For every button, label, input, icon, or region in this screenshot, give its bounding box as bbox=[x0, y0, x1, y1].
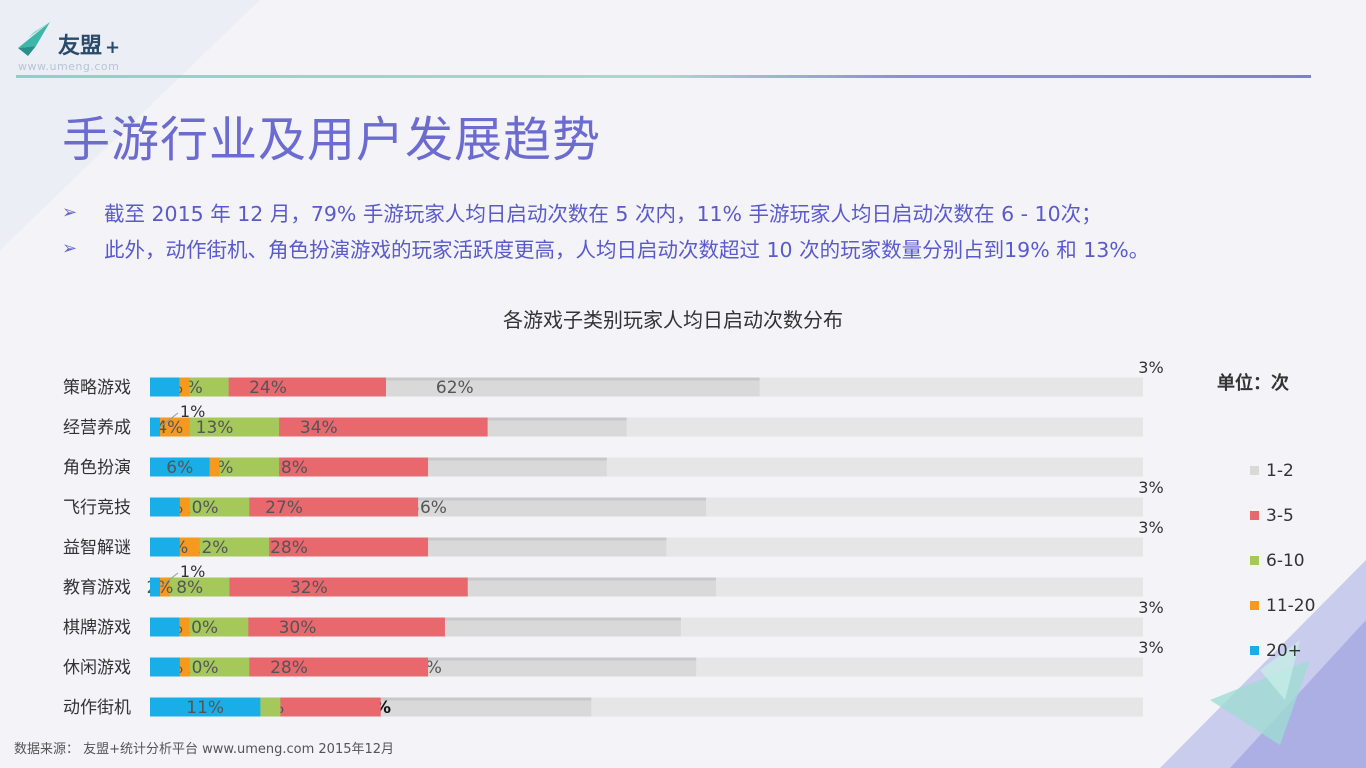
data-label: 62% bbox=[436, 378, 474, 398]
data-label: 56% bbox=[409, 498, 447, 518]
data-label: 11% bbox=[186, 698, 224, 718]
category-label: 角色扮演 bbox=[63, 458, 131, 478]
bar-segment bbox=[150, 697, 261, 717]
data-label-leader bbox=[159, 572, 179, 588]
legend-swatch bbox=[1250, 556, 1259, 565]
data-label: 10% bbox=[181, 658, 219, 678]
category-label: 经营养成 bbox=[63, 418, 131, 438]
data-label: 24% bbox=[249, 378, 287, 398]
data-label: 28% bbox=[270, 458, 308, 478]
legend-label: 3-5 bbox=[1266, 505, 1294, 526]
data-label: 3% bbox=[1138, 518, 1163, 537]
data-label: 34% bbox=[300, 418, 338, 438]
bullet-arrow-icon: ➢ bbox=[62, 201, 78, 223]
data-label: 3% bbox=[1138, 478, 1163, 497]
bar-segment bbox=[150, 537, 180, 557]
data-label: 10% bbox=[181, 498, 219, 518]
data-label: 12% bbox=[191, 538, 229, 558]
category-label: 教育游戏 bbox=[63, 578, 131, 598]
data-label: 3% bbox=[1138, 598, 1163, 617]
data-label: 3% bbox=[1138, 638, 1163, 657]
data-label: 13% bbox=[196, 418, 234, 438]
bar-segment-highlight bbox=[150, 377, 760, 381]
data-label: 10% bbox=[180, 618, 218, 638]
bar-segment bbox=[150, 577, 160, 597]
legend-label: 1-2 bbox=[1266, 460, 1294, 481]
data-label: 1% bbox=[180, 402, 205, 421]
legend-label: 6-10 bbox=[1266, 550, 1305, 571]
data-label: 6% bbox=[166, 458, 193, 478]
legend-item: 3-5 bbox=[1250, 493, 1315, 538]
data-label: 27% bbox=[265, 498, 303, 518]
data-label: 28% bbox=[270, 658, 308, 678]
data-label: 1% bbox=[180, 562, 205, 581]
source-note: 数据来源： 友盟+统计分析平台 www.umeng.com 2015年12月 bbox=[14, 742, 395, 757]
data-label: 28% bbox=[270, 538, 308, 558]
category-label: 策略游戏 bbox=[63, 378, 131, 398]
legend-item: 20+ bbox=[1250, 628, 1315, 673]
bullet-item: ➢ 截至 2015 年 12 月，79% 手游玩家人均日启动次数在 5 次内，1… bbox=[62, 194, 1149, 230]
header-divider bbox=[16, 75, 1311, 78]
legend-swatch bbox=[1250, 511, 1259, 520]
unit-label: 单位：次 bbox=[1217, 373, 1289, 394]
bullet-text: 此外，动作街机、角色扮演游戏的玩家活跃度更高，人均日启动次数超过 10 次的玩家… bbox=[104, 238, 1150, 262]
legend-swatch bbox=[1250, 646, 1259, 655]
category-label: 益智解谜 bbox=[63, 538, 131, 558]
bar-segment bbox=[150, 617, 180, 637]
chart-legend: 1-2 3-5 6-10 11-20 20+ bbox=[1250, 448, 1315, 673]
category-label: 棋牌游戏 bbox=[63, 618, 131, 638]
stacked-bar-chart: 策略游戏62%24%8%4%3%经营养成48%34%13%4%1%角色扮演46%… bbox=[63, 360, 1164, 718]
bar-segment bbox=[150, 417, 160, 437]
page-title: 手游行业及用户发展趋势 bbox=[62, 112, 602, 168]
logo-bird-icon bbox=[18, 22, 50, 56]
bar-segment bbox=[150, 497, 180, 517]
legend-label: 20+ bbox=[1266, 640, 1302, 661]
bar-segment bbox=[150, 457, 210, 477]
category-label: 飞行竞技 bbox=[63, 498, 131, 518]
data-label-leader bbox=[159, 412, 179, 428]
data-label: 8% bbox=[176, 578, 203, 598]
legend-swatch bbox=[1250, 601, 1259, 610]
legend-swatch bbox=[1250, 466, 1259, 475]
bar-segment-highlight bbox=[150, 497, 707, 501]
bar-segment bbox=[150, 377, 180, 397]
data-label: 32% bbox=[290, 578, 328, 598]
legend-item: 11-20 bbox=[1250, 583, 1315, 628]
category-label: 休闲游戏 bbox=[63, 658, 131, 678]
legend-item: 1-2 bbox=[1250, 448, 1315, 493]
data-label: 3% bbox=[1138, 360, 1163, 377]
logo-url: www.umeng.com bbox=[18, 60, 120, 73]
legend-label: 11-20 bbox=[1266, 595, 1316, 616]
legend-item: 6-10 bbox=[1250, 538, 1315, 583]
logo-plus: + bbox=[105, 37, 121, 58]
chart-title: 各游戏子类别玩家人均日启动次数分布 bbox=[503, 308, 843, 332]
bullet-item: ➢ 此外，动作街机、角色扮演游戏的玩家活跃度更高，人均日启动次数超过 10 次的… bbox=[62, 230, 1149, 266]
category-label: 动作街机 bbox=[63, 698, 131, 718]
bullet-list: ➢ 截至 2015 年 12 月，79% 手游玩家人均日启动次数在 5 次内，1… bbox=[62, 194, 1149, 266]
bar-segment bbox=[150, 657, 180, 677]
bullet-text: 截至 2015 年 12 月，79% 手游玩家人均日启动次数在 5 次内，11%… bbox=[104, 202, 1102, 226]
bullet-arrow-icon: ➢ bbox=[62, 237, 78, 259]
data-label: 4% bbox=[156, 418, 183, 438]
data-label: 30% bbox=[279, 618, 317, 638]
logo-brand: 友盟 + bbox=[58, 34, 121, 59]
logo: 友盟 + www.umeng.com bbox=[14, 16, 154, 76]
